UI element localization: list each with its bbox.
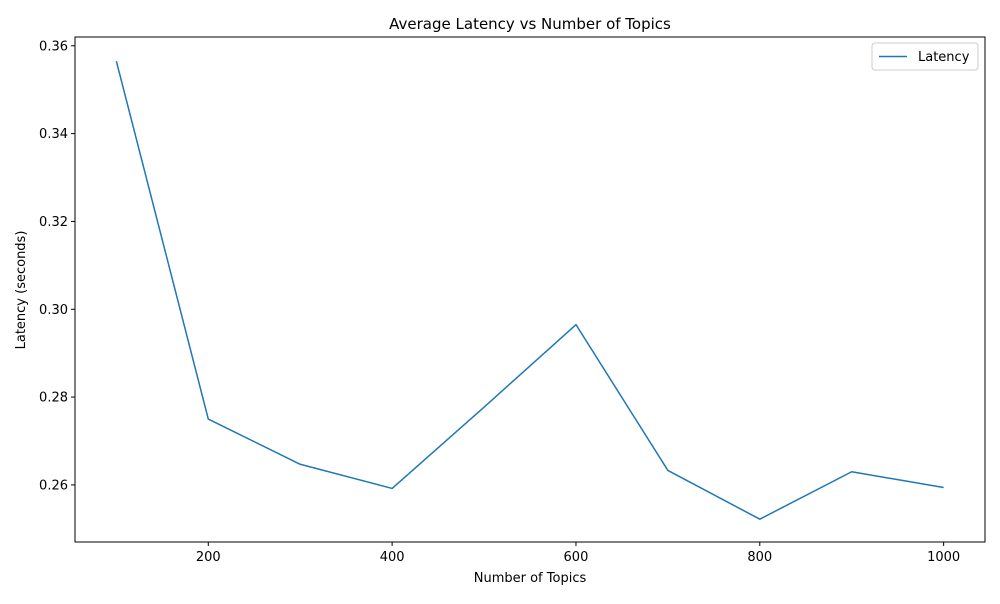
series-line-0 xyxy=(115,60,944,520)
axes-frame xyxy=(74,36,986,543)
legend-label: Latency xyxy=(918,50,970,65)
x-tick-label: 400 xyxy=(380,550,405,565)
legend: Latency xyxy=(871,42,979,71)
chart-title: Average Latency vs Number of Topics xyxy=(389,15,671,33)
y-tick-label: 0.30 xyxy=(39,303,68,318)
y-tick-label: 0.26 xyxy=(39,478,68,493)
x-axis-ticks: 200 400 600 800 1000 xyxy=(196,542,960,565)
y-tick-label: 0.28 xyxy=(39,391,68,406)
x-tick-label: 200 xyxy=(196,550,221,565)
y-tick-label: 0.36 xyxy=(39,39,68,54)
y-tick-label: 0.32 xyxy=(39,215,68,230)
x-tick-label: 800 xyxy=(747,550,772,565)
x-axis-label: Number of Topics xyxy=(474,571,587,586)
y-axis-label: Latency (seconds) xyxy=(14,231,29,350)
y-tick-label: 0.34 xyxy=(39,127,68,142)
legend-box xyxy=(871,42,979,71)
y-axis-ticks: 0.26 0.28 0.30 0.32 0.34 0.36 xyxy=(39,39,75,493)
x-tick-label: 600 xyxy=(564,550,589,565)
plot-area xyxy=(115,60,944,520)
x-tick-label: 1000 xyxy=(927,550,960,565)
